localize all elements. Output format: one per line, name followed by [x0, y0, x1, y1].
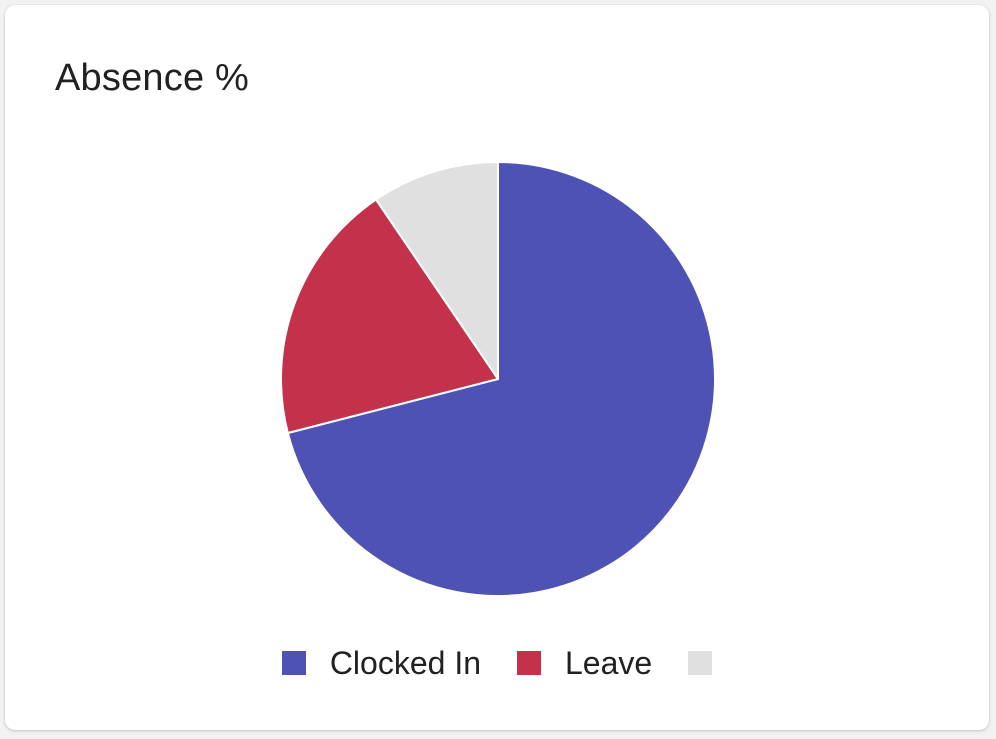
legend-label-leave: Leave — [565, 644, 653, 681]
legend-swatch-clocked-in — [281, 651, 306, 675]
pie-slice-leave[interactable] — [280, 198, 499, 434]
pie-slice-other[interactable] — [375, 161, 499, 380]
legend-item-leave[interactable]: Leave — [517, 645, 652, 682]
legend-swatch-other — [688, 651, 713, 675]
legend-item-other[interactable] — [688, 651, 713, 675]
absence-card: Absence % Clocked In Leave — [5, 5, 989, 730]
legend-label-clocked-in: Clocked In — [329, 644, 481, 681]
chart-legend: Clocked In Leave — [5, 641, 989, 685]
legend-item-clocked-in[interactable]: Clocked In — [281, 644, 481, 682]
legend-swatch-leave — [517, 651, 541, 675]
pie-slice-clocked-in[interactable] — [286, 161, 716, 597]
absence-pie-chart — [280, 161, 716, 597]
card-title: Absence % — [55, 57, 250, 99]
